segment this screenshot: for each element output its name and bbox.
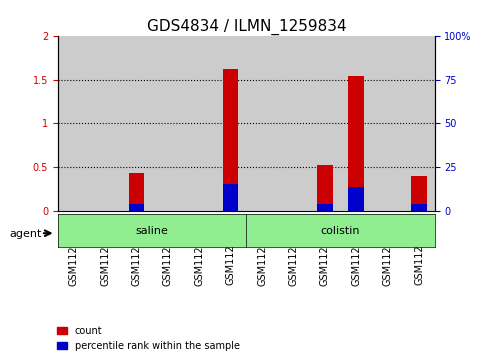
Bar: [403, 36, 435, 211]
Text: colistin: colistin: [321, 225, 360, 236]
Bar: [152, 36, 184, 211]
Bar: [278, 36, 309, 211]
Legend: count, percentile rank within the sample: count, percentile rank within the sample: [53, 322, 243, 355]
Bar: [58, 36, 89, 211]
Text: agent: agent: [10, 229, 42, 239]
Bar: [128, 204, 144, 211]
Bar: [348, 187, 364, 211]
Bar: [89, 36, 121, 211]
Bar: [348, 76, 364, 211]
Bar: [411, 176, 427, 211]
Bar: [184, 36, 215, 211]
Bar: [317, 204, 333, 211]
Bar: [341, 36, 372, 211]
Bar: [411, 204, 427, 211]
Text: saline: saline: [136, 225, 169, 236]
Bar: [223, 69, 239, 211]
Bar: [215, 36, 246, 211]
Title: GDS4834 / ILMN_1259834: GDS4834 / ILMN_1259834: [146, 19, 346, 35]
Bar: [317, 165, 333, 211]
Bar: [223, 184, 239, 211]
Bar: [246, 36, 278, 211]
Bar: [121, 36, 152, 211]
Bar: [309, 36, 341, 211]
Bar: [372, 36, 403, 211]
Bar: [128, 173, 144, 211]
